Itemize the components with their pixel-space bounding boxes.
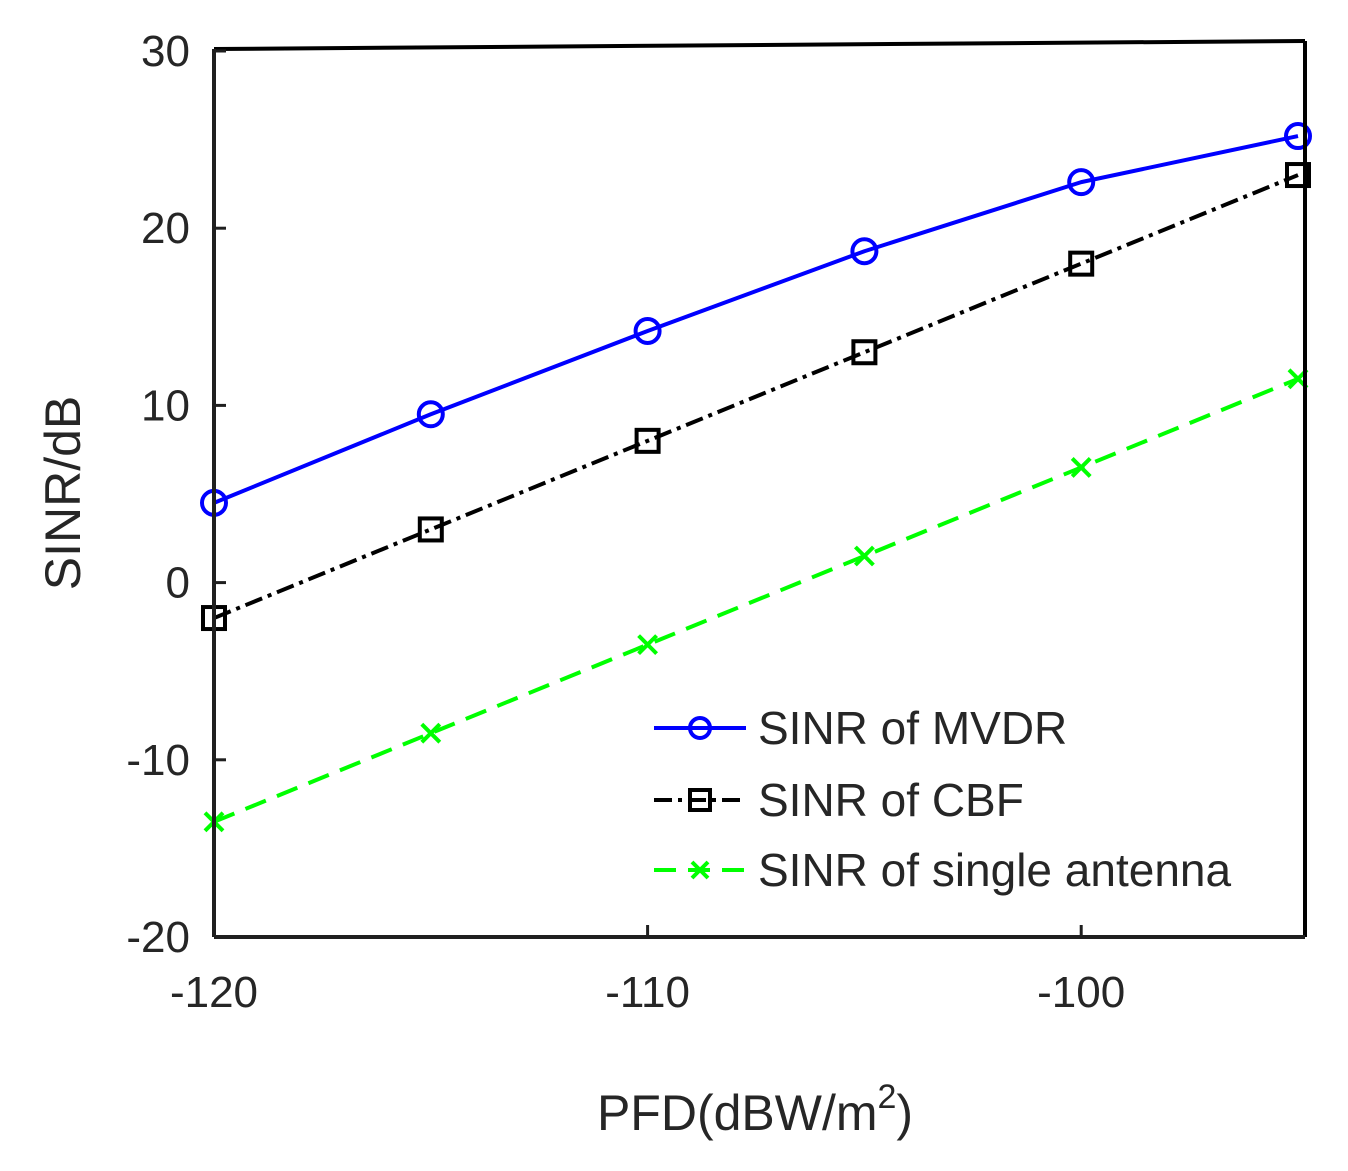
legend-entry-mvdr: SINR of MVDR (654, 702, 1067, 754)
data-point (416, 400, 445, 429)
legend-entry-single-antenna: SINR of single antenna (654, 844, 1231, 896)
data-point (1284, 122, 1312, 151)
y-tick-label: 20 (141, 204, 190, 253)
data-point (851, 339, 878, 366)
y-axis-label: SINR/dB (35, 396, 91, 591)
data-point (1070, 457, 1092, 478)
data-point (1285, 162, 1311, 189)
legend-entry-cbf: SINR of CBF (654, 774, 1024, 826)
legend-label-single-antenna: SINR of single antenna (758, 844, 1231, 896)
data-point (420, 722, 442, 744)
y-tick-label: 0 (166, 559, 190, 608)
legend-marker-cbf (688, 788, 712, 812)
data-point (417, 516, 444, 543)
x-tick-label: -120 (170, 968, 258, 1017)
x-tick-label: -110 (605, 968, 690, 1017)
x-tick-label: -100 (1037, 968, 1125, 1017)
series-line (213, 376, 1299, 824)
y-tick-label: 10 (141, 381, 190, 430)
legend-marker-mvdr (688, 716, 712, 740)
x-axis-label-main: PFD(dBW/m (597, 1085, 878, 1141)
data-point (1067, 168, 1096, 197)
series-2 (203, 368, 1309, 833)
legend-label-cbf: SINR of CBF (758, 774, 1024, 826)
legend-marker-single-antenna (690, 860, 710, 880)
x-axis-label-suffix: ) (896, 1085, 913, 1141)
axes-layer (212, 39, 1307, 939)
y-tick-label: -20 (126, 913, 190, 962)
legend-label-mvdr: SINR of MVDR (758, 702, 1067, 754)
x-axis-label-superscript: 2 (877, 1078, 896, 1116)
data-point (634, 427, 661, 454)
axes-box-top (213, 39, 1306, 51)
legend: SINR of MVDR SINR of CBF SINR of single … (654, 702, 1231, 896)
y-tick-label: 30 (141, 27, 190, 76)
data-point (1068, 250, 1095, 277)
series-line (213, 173, 1299, 620)
series-line (213, 134, 1299, 505)
data-point (850, 237, 879, 266)
data-point (637, 634, 659, 656)
data-point (853, 545, 875, 567)
data-point (633, 316, 662, 345)
plot-area (214, 51, 1305, 937)
x-axis-label: PFD(dBW/m2) (597, 1078, 913, 1141)
y-tick-label: -10 (126, 736, 190, 785)
